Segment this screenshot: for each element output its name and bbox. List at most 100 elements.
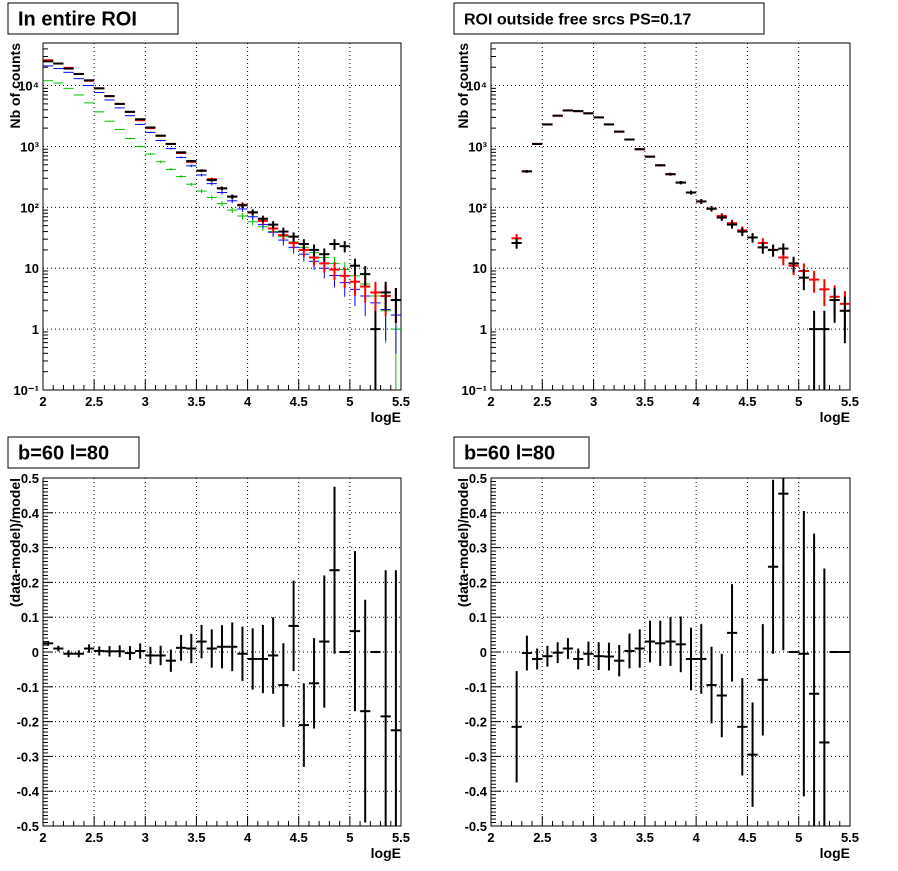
chart-title: In entire ROI — [18, 9, 137, 31]
data-point — [798, 269, 809, 291]
x-tick-label: 5.5 — [841, 394, 859, 409]
data-point — [165, 147, 176, 150]
series-red — [511, 109, 850, 330]
residual-point — [278, 643, 289, 727]
axis-ticks — [490, 477, 851, 827]
x-tick-label: 4 — [693, 830, 701, 845]
data-point — [216, 186, 228, 191]
y-tick-label: 10⁻¹ — [461, 383, 487, 398]
plot-frame — [42, 42, 402, 391]
title-box — [7, 436, 140, 469]
residual-point — [603, 642, 615, 671]
data-point — [114, 102, 125, 105]
data-point — [542, 123, 553, 126]
residual-point — [268, 617, 279, 694]
x-axis-label: logE — [820, 409, 850, 425]
residual-point — [53, 645, 64, 652]
residual-point — [562, 638, 574, 659]
data-point — [278, 227, 289, 237]
plot-frame — [490, 42, 851, 391]
data-point — [614, 130, 625, 133]
data-point — [206, 182, 217, 186]
x-tick-label: 2 — [487, 830, 494, 845]
axis-ticks — [42, 42, 402, 390]
residual-point — [360, 599, 371, 823]
data-point — [175, 175, 187, 179]
data-point — [53, 82, 64, 84]
data-point — [257, 215, 269, 223]
y-tick-label: 0 — [480, 645, 487, 660]
residual-point — [257, 624, 269, 694]
residual-point — [726, 584, 738, 682]
data-point — [268, 221, 279, 229]
data-point — [370, 310, 381, 390]
residual-point — [196, 624, 207, 659]
residual-point — [532, 648, 543, 670]
data-point — [237, 202, 248, 208]
y-tick-label: -0.4 — [17, 784, 40, 799]
residual-point — [716, 653, 727, 738]
residual-point — [380, 570, 391, 826]
residual-point — [63, 650, 74, 658]
data-point — [319, 248, 330, 262]
y-tick-label: -0.1 — [465, 680, 487, 695]
residual-point — [778, 478, 789, 651]
data-point — [73, 94, 84, 96]
residual-point — [665, 617, 676, 666]
series-black — [43, 60, 401, 390]
data-point — [370, 281, 381, 311]
x-tick-label: 5 — [795, 830, 802, 845]
y-axis-label: (data-model)/model — [455, 478, 471, 607]
y-axis-label: (data-model)/model — [7, 478, 23, 607]
data-point — [521, 170, 533, 173]
data-point — [196, 169, 207, 173]
chart-title: b=60 l=80 — [18, 443, 109, 465]
x-tick-label: 2.5 — [85, 394, 103, 409]
data-point — [339, 267, 350, 288]
y-tick-label: -0.3 — [17, 749, 39, 764]
data-point — [329, 262, 340, 280]
title-box — [7, 2, 179, 35]
data-point — [175, 151, 187, 154]
series-green — [43, 80, 401, 390]
residual-point — [583, 641, 594, 666]
residual-point — [329, 486, 340, 654]
data-point — [706, 206, 717, 212]
data-point — [624, 138, 635, 141]
data-point — [114, 107, 125, 109]
x-tick-label: 3.5 — [636, 394, 654, 409]
data-point — [94, 87, 105, 90]
data-point — [124, 137, 136, 140]
residual-point — [573, 648, 584, 670]
data-point — [603, 123, 615, 126]
data-point — [206, 178, 217, 182]
x-axis-label: logE — [371, 845, 401, 861]
residual-point — [237, 626, 248, 681]
data-point — [155, 139, 166, 142]
y-tick-label: -0.1 — [17, 680, 39, 695]
data-point — [339, 241, 350, 253]
data-point — [696, 199, 707, 204]
y-tick-label: 10⁴ — [18, 79, 39, 94]
data-point — [808, 270, 820, 293]
y-tick-label: 0.2 — [469, 575, 487, 590]
y-tick-label: 0.5 — [469, 471, 487, 486]
residual-point — [114, 645, 125, 658]
residual-point — [644, 620, 656, 663]
data-point — [216, 190, 228, 195]
residual-point — [552, 642, 563, 664]
x-tick-label: 2.5 — [533, 394, 551, 409]
residual-point — [521, 635, 533, 671]
data-point — [778, 243, 789, 256]
residual-point — [634, 629, 645, 668]
y-tick-label: 0.2 — [21, 575, 39, 590]
y-tick-label: 10 — [25, 261, 39, 276]
y-tick-label: 1 — [480, 322, 487, 337]
x-tick-label: 5 — [346, 394, 353, 409]
residual-point — [808, 533, 820, 826]
data-point — [788, 256, 799, 273]
data-point — [216, 201, 228, 207]
series-black — [511, 109, 850, 390]
y-tick-label: 0.5 — [21, 471, 39, 486]
data-point — [726, 221, 738, 229]
